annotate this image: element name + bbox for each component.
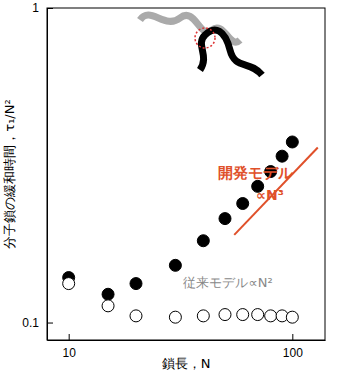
open-point: [169, 311, 181, 323]
x-axis-title: 鎖長，N: [162, 356, 211, 371]
y-tick-mark: [47, 8, 53, 9]
plot-area: [63, 136, 318, 323]
open-point: [63, 278, 75, 290]
open-point: [102, 300, 114, 312]
filled-point: [197, 235, 209, 247]
open-point: [237, 309, 249, 321]
open-point: [252, 309, 264, 321]
filled-point: [130, 278, 142, 290]
filled-point: [237, 198, 249, 210]
annotation: 従来モデル∝N²: [183, 275, 272, 290]
y-tick: 1: [32, 1, 53, 15]
x-tick-mark: [292, 334, 293, 340]
chart: 101000.11鎖長，N分子鎖の緩和時間，τ₁/N²開発モデル∝N³従来モデル…: [0, 0, 343, 374]
trend-line: [234, 148, 318, 235]
open-point: [286, 311, 298, 323]
y-axis-line: [47, 9, 48, 341]
x-tick-label: 100: [283, 346, 303, 360]
open-point: [130, 310, 142, 322]
annotation: ∝N³: [256, 187, 284, 203]
filled-point: [286, 136, 298, 148]
annotation: 開発モデル: [218, 164, 294, 182]
open-point: [219, 309, 231, 321]
y-axis-title: 分子鎖の緩和時間，τ₁/N²: [2, 99, 17, 248]
y-tick-label: 1: [32, 1, 39, 15]
filled-point: [219, 213, 231, 225]
filled-point: [169, 259, 181, 271]
x-tick-mark: [69, 334, 70, 340]
chain-black: [200, 30, 262, 75]
x-tick: 100: [283, 334, 303, 360]
x-tick: 10: [62, 334, 76, 360]
y-axis: 0.11: [22, 1, 53, 340]
entanglement-circle: [195, 28, 215, 48]
x-axis-line: [48, 340, 326, 341]
y-tick-mark: [47, 323, 53, 324]
open-point: [197, 310, 209, 322]
filled-point: [276, 150, 288, 162]
plot-frame: [47, 8, 325, 340]
illustration: [140, 15, 262, 75]
y-tick: 0.1: [22, 316, 53, 330]
filled-point: [102, 288, 114, 300]
open-point: [265, 310, 277, 322]
x-tick-label: 10: [62, 346, 76, 360]
y-tick-label: 0.1: [22, 316, 39, 330]
